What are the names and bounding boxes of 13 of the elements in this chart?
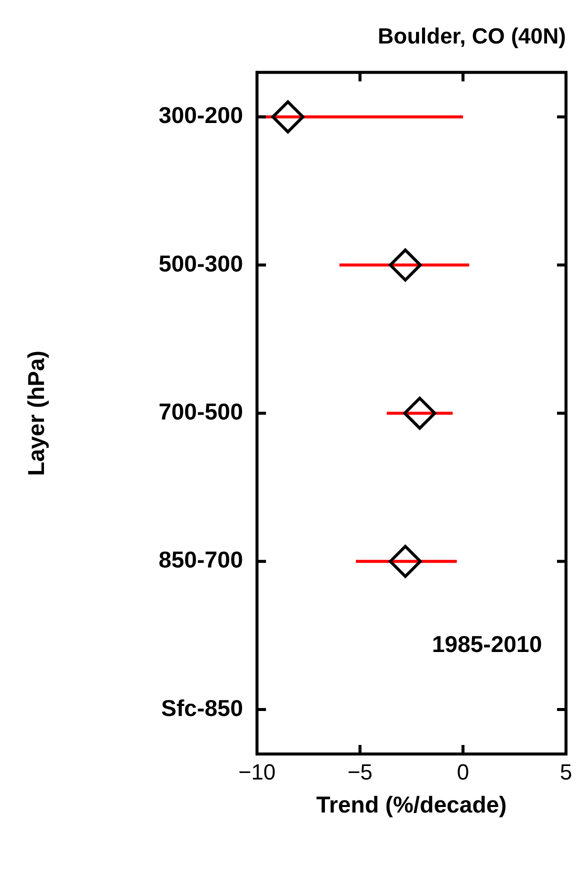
- y-tick-label: Sfc-850: [161, 694, 243, 721]
- y-tick-label: 850-700: [158, 546, 243, 573]
- chart-title: Boulder, CO (40N): [378, 23, 566, 48]
- x-tick-label: 5: [560, 759, 572, 784]
- annotation: 1985-2010: [432, 630, 542, 657]
- x-axis-title: Trend (%/decade): [316, 792, 507, 818]
- y-tick-label: 500-300: [158, 250, 243, 276]
- y-tick-label: 300-200: [158, 102, 243, 128]
- y-tick-label: 700-500: [158, 398, 243, 425]
- x-tick-label: −5: [347, 759, 373, 784]
- x-tick-label: −10: [238, 759, 276, 784]
- y-axis-title: Layer (hPa): [23, 350, 50, 476]
- x-tick-label: 0: [456, 759, 470, 784]
